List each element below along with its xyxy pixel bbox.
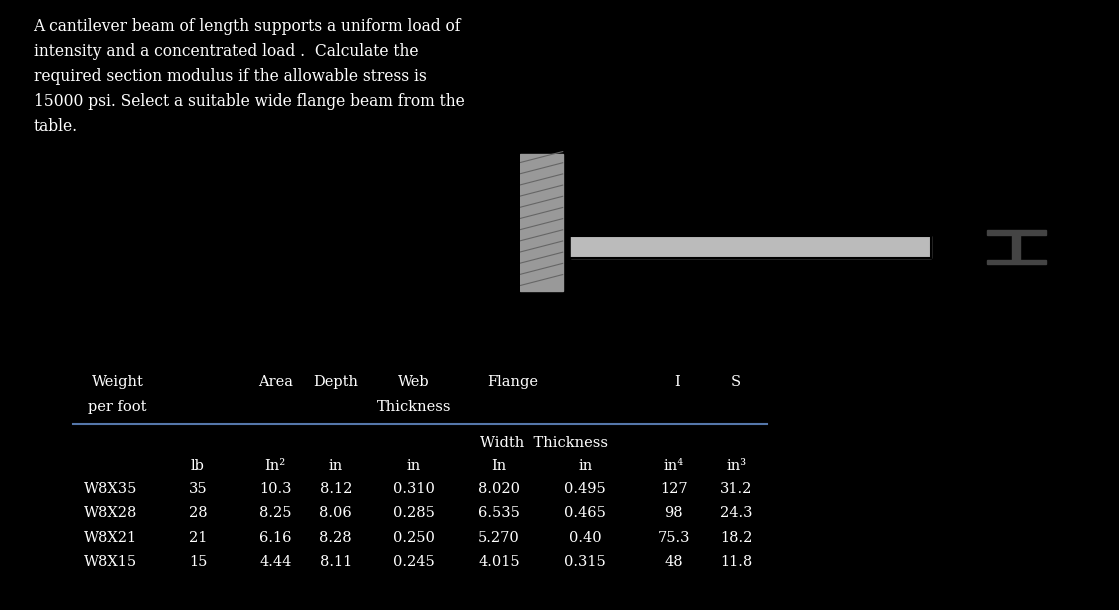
Text: in: in — [579, 459, 592, 473]
Text: W8X28: W8X28 — [84, 506, 138, 520]
Bar — [520, 154, 563, 291]
Text: 0.465: 0.465 — [564, 506, 606, 520]
Text: W8X15: W8X15 — [84, 555, 137, 569]
Text: 0.495: 0.495 — [564, 482, 606, 496]
Text: 11.8: 11.8 — [721, 555, 752, 569]
Text: 0.245: 0.245 — [393, 555, 435, 569]
Text: 0.310: 0.310 — [393, 482, 435, 496]
Text: A cantilever beam of length supports a uniform load of
intensity and a concentra: A cantilever beam of length supports a u… — [34, 18, 464, 134]
Bar — [1012, 235, 1021, 259]
Text: /P = 2500 lb: /P = 2500 lb — [881, 34, 961, 47]
Text: S: S — [731, 375, 742, 389]
Text: 5.270: 5.270 — [478, 531, 520, 545]
Text: 8.06: 8.06 — [319, 506, 352, 520]
Text: Flange: Flange — [487, 375, 538, 389]
Text: in: in — [329, 459, 342, 473]
Text: 21: 21 — [189, 531, 207, 545]
Text: In: In — [491, 459, 507, 473]
Text: 24.3: 24.3 — [720, 506, 753, 520]
Text: 28: 28 — [189, 506, 207, 520]
Text: Depth: Depth — [313, 375, 358, 389]
Text: W8X21: W8X21 — [84, 531, 137, 545]
Text: 0.285: 0.285 — [393, 506, 435, 520]
Text: W8X35: W8X35 — [84, 482, 138, 496]
Text: Width  Thickness: Width Thickness — [480, 436, 609, 450]
Bar — [987, 230, 1046, 235]
Bar — [571, 236, 931, 258]
Text: Weight: Weight — [92, 375, 143, 389]
Text: 6.16: 6.16 — [258, 531, 292, 545]
Text: I: I — [674, 375, 680, 389]
Text: 75.3: 75.3 — [657, 531, 690, 545]
Text: in: in — [407, 459, 421, 473]
Text: 10.3: 10.3 — [258, 482, 292, 496]
Text: 0.40: 0.40 — [568, 531, 602, 545]
Text: 35: 35 — [189, 482, 207, 496]
Text: 8.12: 8.12 — [320, 482, 351, 496]
Text: lb: lb — [191, 459, 205, 473]
Text: 18.2: 18.2 — [721, 531, 752, 545]
Text: 48: 48 — [665, 555, 683, 569]
Text: Area: Area — [257, 375, 293, 389]
Text: 15: 15 — [189, 555, 207, 569]
Text: Web: Web — [398, 375, 430, 389]
Text: 8.25: 8.25 — [258, 506, 292, 520]
Text: L = 6 ft: L = 6 ft — [730, 326, 773, 340]
Text: in⁴: in⁴ — [664, 459, 684, 473]
Text: 0.250: 0.250 — [393, 531, 435, 545]
Text: in³: in³ — [726, 459, 746, 473]
Text: 8.020: 8.020 — [478, 482, 520, 496]
Text: Thickness: Thickness — [377, 400, 451, 414]
Text: In²: In² — [265, 459, 285, 473]
Text: 8.11: 8.11 — [320, 555, 351, 569]
Text: 98: 98 — [665, 506, 683, 520]
Text: 4.015: 4.015 — [478, 555, 520, 569]
Text: 0.315: 0.315 — [564, 555, 606, 569]
Text: 31.2: 31.2 — [721, 482, 752, 496]
Text: 4.44: 4.44 — [260, 555, 291, 569]
Text: 6.535: 6.535 — [478, 506, 520, 520]
Text: q = 200 lb/ft: q = 200 lb/ft — [592, 160, 667, 173]
Bar — [987, 259, 1046, 265]
Text: per foot: per foot — [88, 400, 147, 414]
Text: 127: 127 — [660, 482, 687, 496]
Text: 8.28: 8.28 — [319, 531, 352, 545]
